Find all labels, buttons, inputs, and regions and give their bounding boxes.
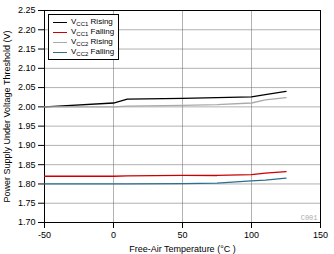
svg-text:Power Supply Under Voltage Thr: Power Supply Under Voltage Threshold (V) xyxy=(2,31,12,203)
html-text:VCC1Rising: VCC1Rising xyxy=(71,17,113,27)
svg-text:1.75: 1.75 xyxy=(18,198,36,208)
svg-text:100: 100 xyxy=(244,230,259,240)
svg-text:150: 150 xyxy=(313,230,328,240)
svg-text:-50: -50 xyxy=(38,230,51,240)
svg-text:2.20: 2.20 xyxy=(18,25,36,35)
svg-text:1.70: 1.70 xyxy=(18,217,36,227)
svg-text:2.15: 2.15 xyxy=(18,44,36,54)
html-text:VCC2Rising: VCC2Rising xyxy=(71,37,113,47)
svg-text:Free-Air Temperature (°C ): Free-Air Temperature (°C ) xyxy=(129,244,235,254)
svg-text:2.25: 2.25 xyxy=(18,5,36,15)
svg-text:1.90: 1.90 xyxy=(18,140,36,150)
svg-text:2.00: 2.00 xyxy=(18,102,36,112)
svg-text:C001: C001 xyxy=(301,214,318,222)
svg-text:50: 50 xyxy=(177,230,187,240)
svg-text:0: 0 xyxy=(111,230,116,240)
svg-text:1.85: 1.85 xyxy=(18,160,36,170)
svg-text:2.05: 2.05 xyxy=(18,82,36,92)
html-text:VCC1Falling: VCC1Falling xyxy=(71,27,115,37)
svg-text:1.80: 1.80 xyxy=(18,179,36,189)
svg-text:1.95: 1.95 xyxy=(18,121,36,131)
svg-text:2.10: 2.10 xyxy=(18,63,36,73)
html-text:VCC2Falling: VCC2Falling xyxy=(71,47,115,57)
